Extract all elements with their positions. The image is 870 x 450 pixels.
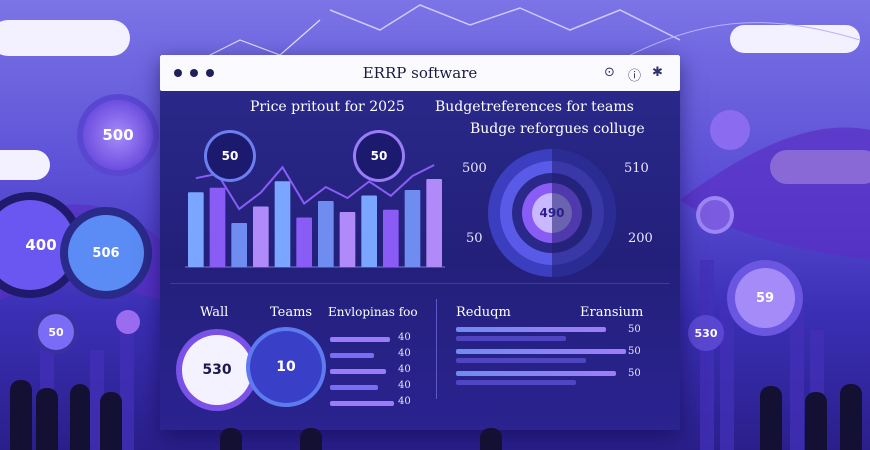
app-window: ERRP software ⊙ ⓘ ✱ Price pritout for 20… [160,55,680,430]
donut-label: 500 [462,161,487,176]
progress-value: 40 [398,348,411,359]
title-bar: ERRP software ⊙ ⓘ ✱ [160,55,680,91]
column-header: Reduqm [456,305,511,320]
progress-bar [456,358,586,363]
bar [426,179,442,267]
orb-label: 400 [25,236,57,254]
orb-label: 530 [694,326,718,340]
chart-title: Price pritout for 2025 [250,99,405,115]
progress-value: 50 [628,324,641,335]
person-silhouette [36,388,58,450]
window-dot-icon[interactable] [174,69,182,77]
orb-label: 59 [755,290,775,306]
chart-badge: 50 [356,133,402,179]
progress-value: 50 [628,346,641,357]
progress-bar [456,327,606,332]
progress-bar [456,371,616,376]
person-silhouette [480,428,502,450]
donut-label: 200 [628,231,653,246]
progress-bar [456,349,626,354]
orb-badge: 506 [68,215,144,291]
divider [170,283,670,284]
donut-label: 50 [466,231,483,246]
column-header: Eransium [580,305,644,320]
orb-badge: 50 [38,314,74,350]
bar-chart [185,164,445,268]
bar [339,212,356,267]
progress-bar [330,401,394,406]
orb-badge: 400 [0,200,75,290]
progress-bar [456,336,566,341]
info-icon[interactable]: ⓘ [628,69,642,84]
bar [296,217,312,267]
donut-segment [552,149,616,277]
person-silhouette [760,386,782,450]
chart-badge: 50 [207,133,253,179]
orb-label: 506 [92,245,120,261]
ring-gauge: 10 [250,331,322,403]
person-silhouette [100,392,122,450]
person-silhouette [300,428,322,450]
bar [383,209,399,267]
progress-bar [330,353,374,358]
orb-badge: 530 [688,315,724,351]
progress-bar [330,369,386,374]
budget-subtitle: Budge reforgues colluge [470,121,645,137]
decor-orb [710,110,750,150]
bar [274,181,291,267]
close-icon[interactable]: ✱ [652,65,663,80]
bar [253,206,269,267]
ring-value: 10 [276,359,296,375]
cloud [730,25,860,53]
person-silhouette [70,384,90,450]
column-header: Envlopinas foo [328,305,418,319]
progress-value: 40 [398,396,411,407]
person-silhouette [220,428,242,450]
ring-value: 530 [202,362,232,378]
person-silhouette [10,380,32,450]
donut-label: 510 [624,161,649,176]
person-silhouette [805,392,827,450]
orb-badge: 500 [83,100,153,170]
cloud [0,20,130,56]
ring-gauge: 530 [182,335,252,405]
orb-label: 500 [102,126,134,144]
cloud [0,150,50,180]
decor-orb [116,310,140,334]
bar [188,192,204,267]
progress-bar [456,380,576,385]
decor-orb [700,200,730,230]
column-header: Wall [200,305,229,320]
window-dot-icon[interactable] [190,69,198,77]
budget-title: Budgetreferences for teams [435,99,634,115]
donut-center-label: 490 [539,206,564,220]
divider [436,299,437,399]
progress-value: 40 [398,332,411,343]
orb-label: 50 [48,325,64,339]
window-title: ERRP software [362,64,478,82]
window-dot-icon[interactable] [206,69,214,77]
progress-bar [330,385,378,390]
donut-chart: 490 [488,149,616,277]
bar [209,187,226,267]
progress-value: 50 [628,368,641,379]
bar [404,190,421,267]
progress-value: 40 [398,364,411,375]
progress-bar [330,337,390,342]
bar [231,223,247,267]
orb-badge: 59 [735,268,795,328]
settings-icon[interactable]: ⊙ [604,65,615,80]
chart-badge-label: 50 [221,149,239,163]
trend-line [195,164,435,211]
chart-badge-label: 50 [370,149,388,163]
column-header: Teams [270,305,313,320]
person-silhouette [840,384,862,450]
progress-value: 40 [398,380,411,391]
bar [361,195,377,267]
bar [318,201,334,267]
